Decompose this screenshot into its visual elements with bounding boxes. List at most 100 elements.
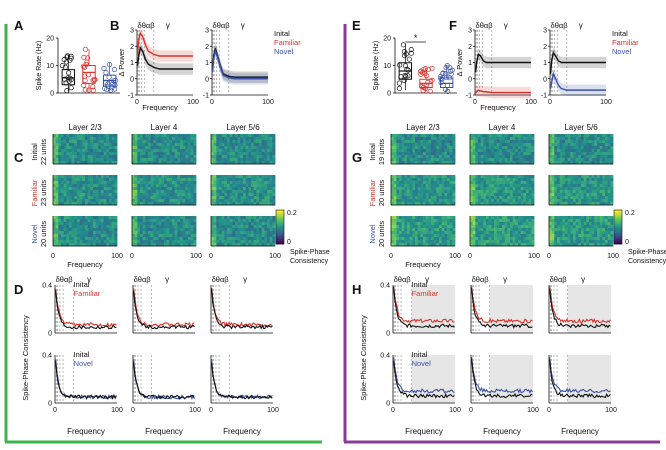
heatmap-cell [235,234,239,238]
heatmap-cell [399,243,403,247]
heatmap-cell [578,240,582,244]
heatmap-cell [264,175,268,179]
heatmap-cell [420,158,424,162]
heatmap-cell [264,184,268,188]
heatmap-cell [227,234,231,238]
heatmap-cell [211,193,215,197]
heatmap-cell [190,137,194,141]
heatmap-cell [109,234,113,238]
heatmap-cell [256,216,260,220]
heatmap-cell [66,225,70,229]
heatmap-cell [570,155,574,159]
heatmap-cell [169,231,173,235]
heatmap-cell [589,196,593,200]
heatmap-cell [483,134,487,138]
heatmap-cell [491,149,495,153]
heatmap-cell [396,240,400,244]
heatmap-cell [409,149,413,153]
heatmap-cell [478,152,482,156]
heatmap-cell [219,143,223,147]
heatmap-cell [499,187,503,191]
heatmap-cell [575,228,579,232]
heatmap-cell [98,134,102,138]
heatmap-cell [417,222,421,226]
heatmap-cell [412,237,416,241]
heatmap-cell [235,184,239,188]
heatmap-cell [174,228,178,232]
heatmap-cell [193,219,197,223]
heatmap-cell [602,243,606,247]
heatmap-cell [188,137,192,141]
colorbar-segment [614,210,622,213]
heatmap-cell [264,134,268,138]
heatmap-cell [248,155,252,159]
heatmap-cell [512,175,516,179]
heatmap-cell [401,202,405,206]
heatmap-cell [134,175,138,179]
colorbar-segment [276,238,284,241]
heatmap-cell [109,161,113,165]
heatmap-cell [253,216,257,220]
heatmap-cell [607,202,611,206]
heatmap-cell [444,158,448,162]
data-point-initial [62,64,68,70]
heatmap-cell [87,143,91,147]
heatmap-cell [472,184,476,188]
heatmap-cell [161,243,165,247]
heatmap-cell [510,178,514,182]
heatmap-cell [610,225,614,229]
heatmap-cell [407,228,411,232]
heatmap-cell [554,146,558,150]
heatmap-cell [404,161,408,165]
heatmap-cell [431,134,435,138]
legend-initial: Inital [412,280,428,289]
heatmap-cell [452,219,456,223]
heatmap-cell [496,219,500,223]
series-line-initial [136,46,193,70]
heatmap-cell [93,231,97,235]
heatmap-cell [142,187,146,191]
heatmap-cell [148,134,152,138]
heatmap-cell [182,228,186,232]
heatmap-cell [583,225,587,229]
heatmap-cell [483,140,487,144]
heatmap-cell [190,216,194,220]
heatmap-cell [602,196,606,200]
heatmap-cell [486,237,490,241]
heatmap-cell [237,137,241,141]
heatmap-cell [575,219,579,223]
heatmap-cell [61,143,65,147]
heatmap-cell [87,134,91,138]
heatmap-cell [79,196,83,200]
heatmap-cell [591,175,595,179]
heatmap-cell [554,190,558,194]
heatmap-cell [575,137,579,141]
heatmap-cell [95,158,99,162]
heatmap-cell [502,196,506,200]
heatmap-cell [439,190,443,194]
heatmap-cell [480,231,484,235]
data-point-initial [64,53,71,59]
data-point-novel [102,86,108,92]
heatmap-cell [409,202,413,206]
heatmap-cell [58,158,62,162]
heatmap-cell [103,181,107,185]
heatmap-cell [61,202,65,206]
heatmap-cell [452,155,456,159]
heatmap-cell [607,175,611,179]
heatmap-cell [106,190,110,194]
heatmap-cell [132,190,136,194]
heatmap-cell [237,193,241,197]
heatmap-cell [515,231,519,235]
heatmap-cell [169,196,173,200]
heatmap-cell [494,190,498,194]
heatmap-cell [583,149,587,153]
heatmap-cell [551,187,555,191]
heatmap-cell [224,155,228,159]
heatmap-cell [605,228,609,232]
heatmap-cell [245,193,249,197]
heatmap-cell [193,199,197,203]
heatmap-cell [188,199,192,203]
heatmap-cell [531,184,535,188]
heatmap-cell [391,216,395,220]
